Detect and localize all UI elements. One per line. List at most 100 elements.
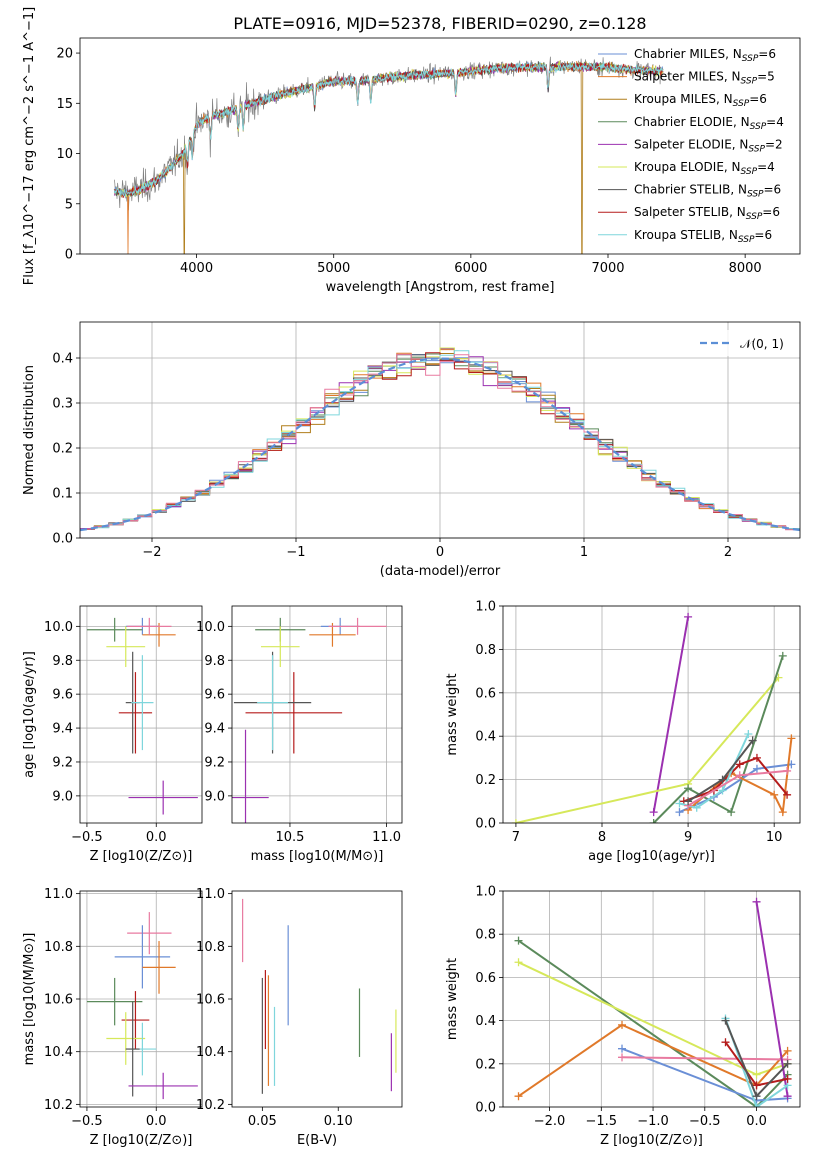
weight-marker bbox=[783, 766, 792, 775]
errorbar-point bbox=[106, 626, 146, 668]
y-tick-label: 9.0 bbox=[204, 789, 225, 804]
legend-entry: Chabrier MILES, NSSP=6 bbox=[634, 47, 776, 64]
y-tick-label: 9.4 bbox=[52, 722, 73, 737]
axes-frame bbox=[79, 890, 203, 1108]
y-tick-label: 5 bbox=[65, 197, 73, 212]
weight-marker bbox=[783, 1059, 792, 1068]
weight-marker bbox=[748, 736, 757, 745]
errorbar-point bbox=[127, 912, 172, 955]
y-tick-label: 1.0 bbox=[475, 600, 496, 615]
weight-marker bbox=[718, 786, 727, 795]
errorbar-point bbox=[131, 655, 154, 751]
y-tick-label: 0.8 bbox=[475, 643, 496, 658]
y-tick-label: 10.4 bbox=[196, 1045, 225, 1060]
axes-frame bbox=[79, 37, 801, 255]
weight-marker bbox=[718, 775, 727, 784]
legend: 𝒩(0, 1) bbox=[692, 330, 794, 356]
x-tick-label: 1 bbox=[580, 545, 588, 560]
weight-marker bbox=[514, 936, 523, 945]
legend-entry: Kroupa MILES, NSSP=6 bbox=[634, 92, 767, 109]
weight-marker bbox=[787, 734, 796, 743]
chart-title: PLATE=0916, MJD=52378, FIBERID=0290, z=0… bbox=[233, 14, 646, 33]
y-tick-label: 11.0 bbox=[44, 887, 73, 902]
y-tick-label: 0.0 bbox=[52, 532, 73, 547]
y-axis-label: age [log10(age/yr)] bbox=[22, 651, 37, 778]
y-tick-label: 9.4 bbox=[204, 722, 225, 737]
axes-mass_vs_Z: −0.5 0.0 10.2 10.4 10.6 10.8 11.0 Z [log10(Z/Z⊙… bbox=[22, 887, 203, 1148]
weight-marker bbox=[783, 1092, 792, 1101]
plot-area-weight_vs_Z bbox=[514, 897, 792, 1107]
weight-marker bbox=[778, 651, 787, 660]
y-tick-label: 1.0 bbox=[475, 885, 496, 900]
legend-entry: 𝒩(0, 1) bbox=[740, 337, 784, 351]
y-axis-label: Flux [f_λ10^−17 erg cm^−2 s^−1 A^−1] bbox=[22, 7, 37, 285]
weight-marker bbox=[684, 612, 693, 621]
plot-area-mass_vs_Z bbox=[86, 912, 198, 1100]
errorbar-point bbox=[125, 1001, 140, 1097]
model-spectrum-chabrier_miles bbox=[113, 61, 664, 197]
weight-line-chabrier_elodie bbox=[652, 655, 784, 823]
x-axis-label: Z [log10(Z/Z⊙)] bbox=[90, 849, 193, 864]
legend-entry: Salpeter MILES, NSSP=5 bbox=[634, 70, 775, 87]
x-tick-label: 0.0 bbox=[146, 1114, 167, 1129]
axes-weight_vs_Z: −2.0 −1.5 −1.0 −0.5 0.0 0.0 0.2 0.4 0.6 0.8 1.0 Z [… bbox=[445, 885, 801, 1148]
y-tick-label: 10.2 bbox=[44, 1098, 73, 1113]
weight-marker bbox=[684, 784, 693, 793]
axes-frame bbox=[231, 605, 403, 824]
axes-mass_vs_ebv: 0.05 0.10 10.2 10.4 10.6 10.8 11.0 E(B-V) bbox=[196, 887, 403, 1148]
weight-marker bbox=[514, 1092, 523, 1101]
legend-entry: Salpeter ELODIE, NSSP=2 bbox=[634, 137, 783, 154]
weight-marker bbox=[752, 1070, 761, 1079]
x-tick-label: 9 bbox=[684, 830, 692, 845]
y-tick-label: 0.0 bbox=[475, 817, 496, 832]
x-tick-label: −1 bbox=[286, 545, 305, 560]
weight-marker bbox=[783, 1074, 792, 1083]
weight-marker bbox=[692, 803, 701, 812]
x-tick-label: −0.5 bbox=[71, 830, 103, 845]
plot-area-mass_vs_ebv bbox=[242, 898, 397, 1094]
weight-marker bbox=[783, 1046, 792, 1055]
errorbar-point bbox=[118, 672, 153, 754]
legend-entry: Chabrier STELIB, NSSP=6 bbox=[634, 183, 781, 200]
weight-marker bbox=[514, 958, 523, 967]
x-axis-label: Z [log10(Z/Z⊙)] bbox=[90, 1133, 193, 1148]
weight-line-chabrier_elodie bbox=[517, 939, 789, 1107]
y-tick-label: 10.2 bbox=[196, 1098, 225, 1113]
normal-curve bbox=[80, 357, 800, 532]
model-spectrum-kroupa_miles bbox=[113, 61, 664, 254]
x-tick-label: −2.0 bbox=[534, 1114, 566, 1129]
y-tick-label: 10 bbox=[56, 147, 73, 162]
x-tick-label: −0.5 bbox=[689, 1114, 721, 1129]
x-tick-label: 10.5 bbox=[275, 830, 304, 845]
axes-frame bbox=[502, 605, 801, 824]
y-tick-label: 10.8 bbox=[44, 940, 73, 955]
errorbar-point bbox=[106, 1012, 146, 1065]
x-tick-label: 4000 bbox=[180, 261, 213, 276]
legend-entry: Kroupa ELODIE, NSSP=4 bbox=[634, 160, 775, 177]
x-tick-label: −2 bbox=[142, 545, 161, 560]
weight-marker bbox=[721, 1038, 730, 1047]
y-tick-label: 0.1 bbox=[52, 487, 73, 502]
axes-frame bbox=[231, 890, 403, 1108]
y-tick-label: 0.4 bbox=[52, 352, 73, 367]
x-tick-label: −1.5 bbox=[586, 1114, 618, 1129]
weight-marker bbox=[735, 771, 744, 780]
x-axis-label: mass [log10(M/M⊙)] bbox=[251, 849, 384, 864]
errorbar-point bbox=[232, 729, 269, 823]
model-spectrum-chabrier_elodie bbox=[113, 61, 664, 198]
x-tick-label: 7000 bbox=[591, 261, 624, 276]
x-tick-label: −0.5 bbox=[71, 1114, 103, 1129]
errorbar-point bbox=[142, 941, 176, 994]
x-tick-label: 8 bbox=[598, 830, 606, 845]
weight-marker bbox=[752, 764, 761, 773]
errorbar-point bbox=[260, 626, 300, 668]
x-tick-label: −1.0 bbox=[637, 1114, 669, 1129]
plot-area-residuals bbox=[80, 347, 800, 538]
weight-marker bbox=[649, 819, 658, 823]
y-tick-label: 0.6 bbox=[475, 971, 496, 986]
errorbar-point bbox=[257, 655, 289, 751]
y-tick-label: 0.8 bbox=[475, 928, 496, 943]
plot-area-spectrum bbox=[113, 56, 664, 254]
errorbar-point bbox=[114, 925, 171, 989]
